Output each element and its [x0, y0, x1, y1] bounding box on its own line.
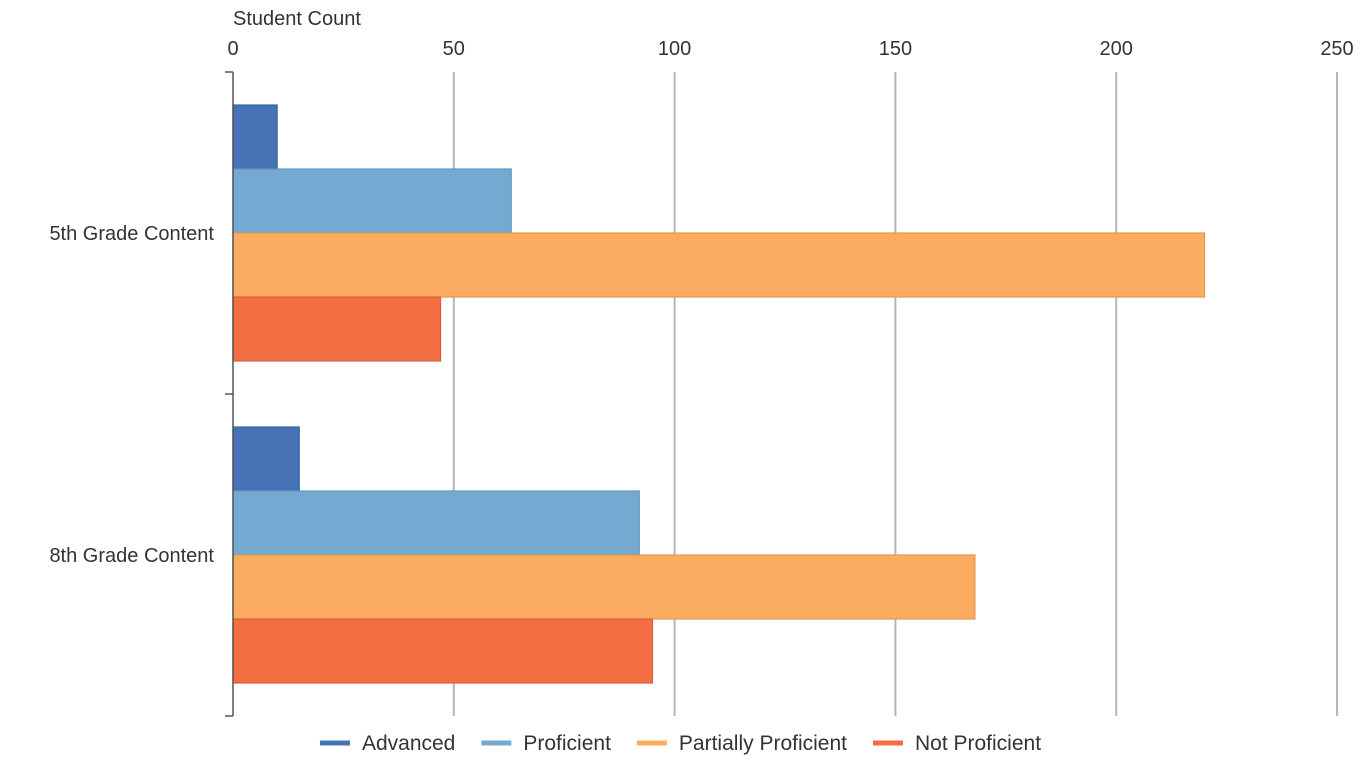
axes: 0 50 100 150 200 250 5th Grade Content 8th Grad…	[49, 38, 1354, 717]
legend-item: Advanced	[319, 732, 455, 755]
x-tick-label: 100	[658, 38, 691, 60]
x-tick-label: 250	[1320, 38, 1353, 60]
x-tick-label: 200	[1100, 38, 1133, 60]
bar-advanced	[232, 426, 300, 492]
x-tick-label: 150	[879, 38, 912, 60]
bar-partially-proficient	[232, 554, 976, 620]
bar-not-proficient	[232, 618, 654, 684]
legend-item: Partially Proficient	[636, 732, 847, 755]
legend: Advanced Proficient Partially Proficient No…	[319, 732, 1041, 755]
x-tick-label: 50	[443, 38, 465, 60]
bar-advanced	[232, 104, 278, 170]
category-label: 8th Grade Content	[49, 545, 214, 567]
legend-item: Proficient	[481, 732, 611, 755]
legend-label: Advanced	[362, 732, 455, 755]
bars	[232, 104, 1206, 684]
legend-label: Not Proficient	[915, 732, 1041, 755]
legend-label: Partially Proficient	[679, 732, 847, 755]
bar-proficient	[232, 490, 640, 556]
bar-partially-proficient	[232, 232, 1206, 298]
bar-not-proficient	[232, 296, 442, 362]
bar-proficient	[232, 168, 512, 234]
legend-item: Not Proficient	[872, 732, 1041, 755]
x-axis-title: Student Count	[233, 8, 361, 30]
legend-label: Proficient	[523, 732, 611, 755]
category-label: 5th Grade Content	[49, 223, 214, 245]
x-tick-label: 0	[227, 38, 238, 60]
